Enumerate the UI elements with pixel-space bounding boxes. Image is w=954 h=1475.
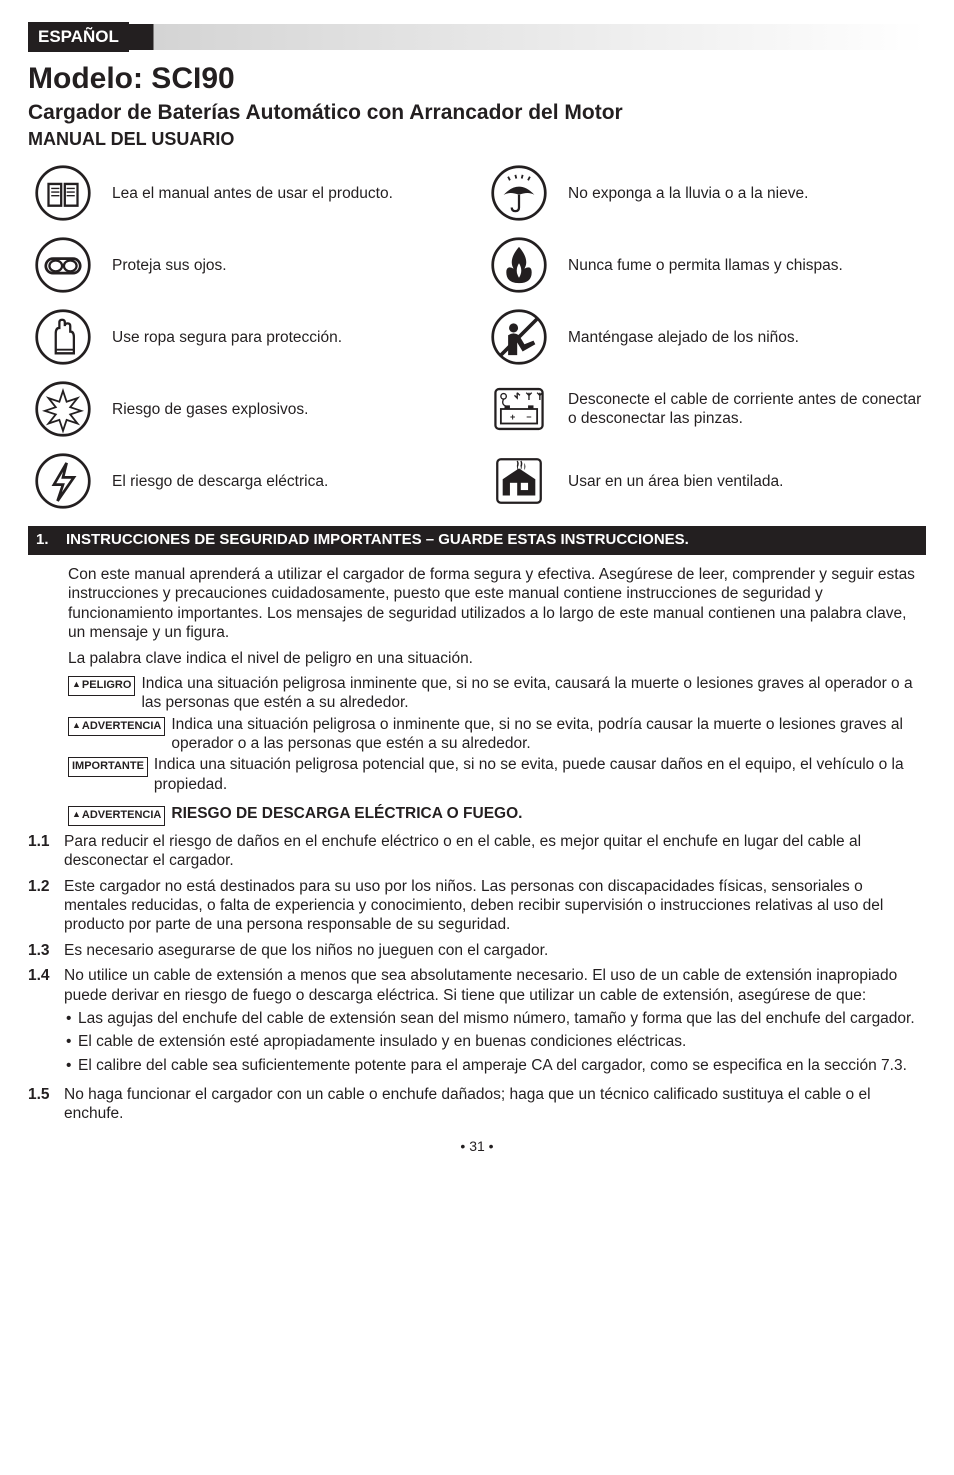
signal-advertencia-box: ADVERTENCIA [68, 717, 165, 737]
goggles-text: Proteja sus ojos. [112, 256, 470, 275]
safety-icon-grid: Lea el manual antes de usar el producto.… [28, 164, 926, 510]
signal-peligro-text: Indica una situación peligrosa inminente… [141, 674, 926, 713]
keepaway-icon [484, 308, 554, 366]
signal-importante-row: IMPORTANTE Indica una situación peligros… [68, 755, 926, 794]
disconnect-text: Desconecte el cable de corriente antes d… [568, 390, 926, 429]
item-text: Este cargador no está destinados para su… [64, 877, 926, 935]
item-text: No utilice un cable de extensión a menos… [64, 966, 926, 1079]
section-1-intro: Con este manual aprenderá a utilizar el … [68, 565, 926, 643]
page-footer: • 31 • [28, 1138, 926, 1156]
item-number: 1.3 [28, 941, 64, 960]
product-subtitle: Cargador de Baterías Automático con Arra… [28, 100, 926, 126]
item-text-lead: No utilice un cable de extensión a menos… [64, 967, 897, 1003]
model-heading: Modelo: SCI90 [28, 60, 926, 98]
item-number: 1.4 [28, 966, 64, 1079]
shock-text: El riesgo de descarga eléctrica. [112, 472, 470, 491]
item-text: Es necesario asegurarse de que los niños… [64, 941, 926, 960]
warning-heading-row: ADVERTENCIA RIESGO DE DESCARGA ELÉCTRICA… [68, 804, 926, 826]
language-label: ESPAÑOL [28, 22, 129, 51]
svg-text:−: − [526, 412, 531, 422]
explosion-text: Riesgo de gases explosivos. [112, 400, 470, 419]
section-1-number: 1. [36, 531, 66, 550]
explosion-icon [28, 380, 98, 438]
signal-advertencia-row: ADVERTENCIA Indica una situación peligro… [68, 715, 926, 754]
keepaway-text: Manténgase alejado de los niños. [568, 328, 926, 347]
ventilate-text: Usar en un área bien ventilada. [568, 472, 926, 491]
goggles-icon [28, 236, 98, 294]
manual-text: Lea el manual antes de usar el producto. [112, 184, 470, 203]
section-1-title: INSTRUCCIONES DE SEGURIDAD IMPORTANTES –… [66, 531, 689, 550]
list-item: 1.5 No haga funcionar el cargador con un… [28, 1085, 926, 1124]
language-strip: ESPAÑOL [28, 24, 926, 50]
list-item: 1.3 Es necesario asegurarse de que los n… [28, 941, 926, 960]
signal-peligro-box: PELIGRO [68, 676, 135, 696]
item-number: 1.5 [28, 1085, 64, 1124]
item-number: 1.1 [28, 832, 64, 871]
manual-icon [28, 164, 98, 222]
item-text: Para reducir el riesgo de daños en el en… [64, 832, 926, 871]
shock-icon [28, 452, 98, 510]
section-1-intro2: La palabra clave indica el nivel de peli… [68, 649, 926, 668]
manual-heading: MANUAL DEL USUARIO [28, 128, 926, 151]
umbrella-text: No exponga a la lluvia o a la nieve. [568, 184, 926, 203]
signal-advertencia-text: Indica una situación peligrosa o inminen… [171, 715, 926, 754]
bullet-item: El calibre del cable sea suficientemente… [64, 1056, 926, 1075]
bullet-item: El cable de extensión esté apropiadament… [64, 1032, 926, 1051]
list-item: 1.1 Para reducir el riesgo de daños en e… [28, 832, 926, 871]
item-text: No haga funcionar el cargador con un cab… [64, 1085, 926, 1124]
list-item: 1.4 No utilice un cable de extensión a m… [28, 966, 926, 1079]
bullet-item: Las agujas del enchufe del cable de exte… [64, 1009, 926, 1028]
flame-icon [484, 236, 554, 294]
item-number: 1.2 [28, 877, 64, 935]
flame-text: Nunca fume o permita llamas y chispas. [568, 256, 926, 275]
gloves-icon [28, 308, 98, 366]
umbrella-icon [484, 164, 554, 222]
disconnect-icon: +− [484, 380, 554, 438]
signal-peligro-row: PELIGRO Indica una situación peligrosa i… [68, 674, 926, 713]
section-1-header: 1. INSTRUCCIONES DE SEGURIDAD IMPORTANTE… [28, 526, 926, 555]
signal-importante-box: IMPORTANTE [68, 757, 148, 777]
item-bullets: Las agujas del enchufe del cable de exte… [64, 1009, 926, 1075]
numbered-list: 1.1 Para reducir el riesgo de daños en e… [28, 832, 926, 1124]
svg-text:+: + [510, 412, 515, 422]
signal-importante-text: Indica una situación peligrosa potencial… [154, 755, 926, 794]
warning-heading-text: RIESGO DE DESCARGA ELÉCTRICA O FUEGO. [171, 804, 522, 823]
ventilate-icon [484, 452, 554, 510]
gloves-text: Use ropa segura para protección. [112, 328, 470, 347]
warning-heading-box: ADVERTENCIA [68, 806, 165, 826]
list-item: 1.2 Este cargador no está destinados par… [28, 877, 926, 935]
